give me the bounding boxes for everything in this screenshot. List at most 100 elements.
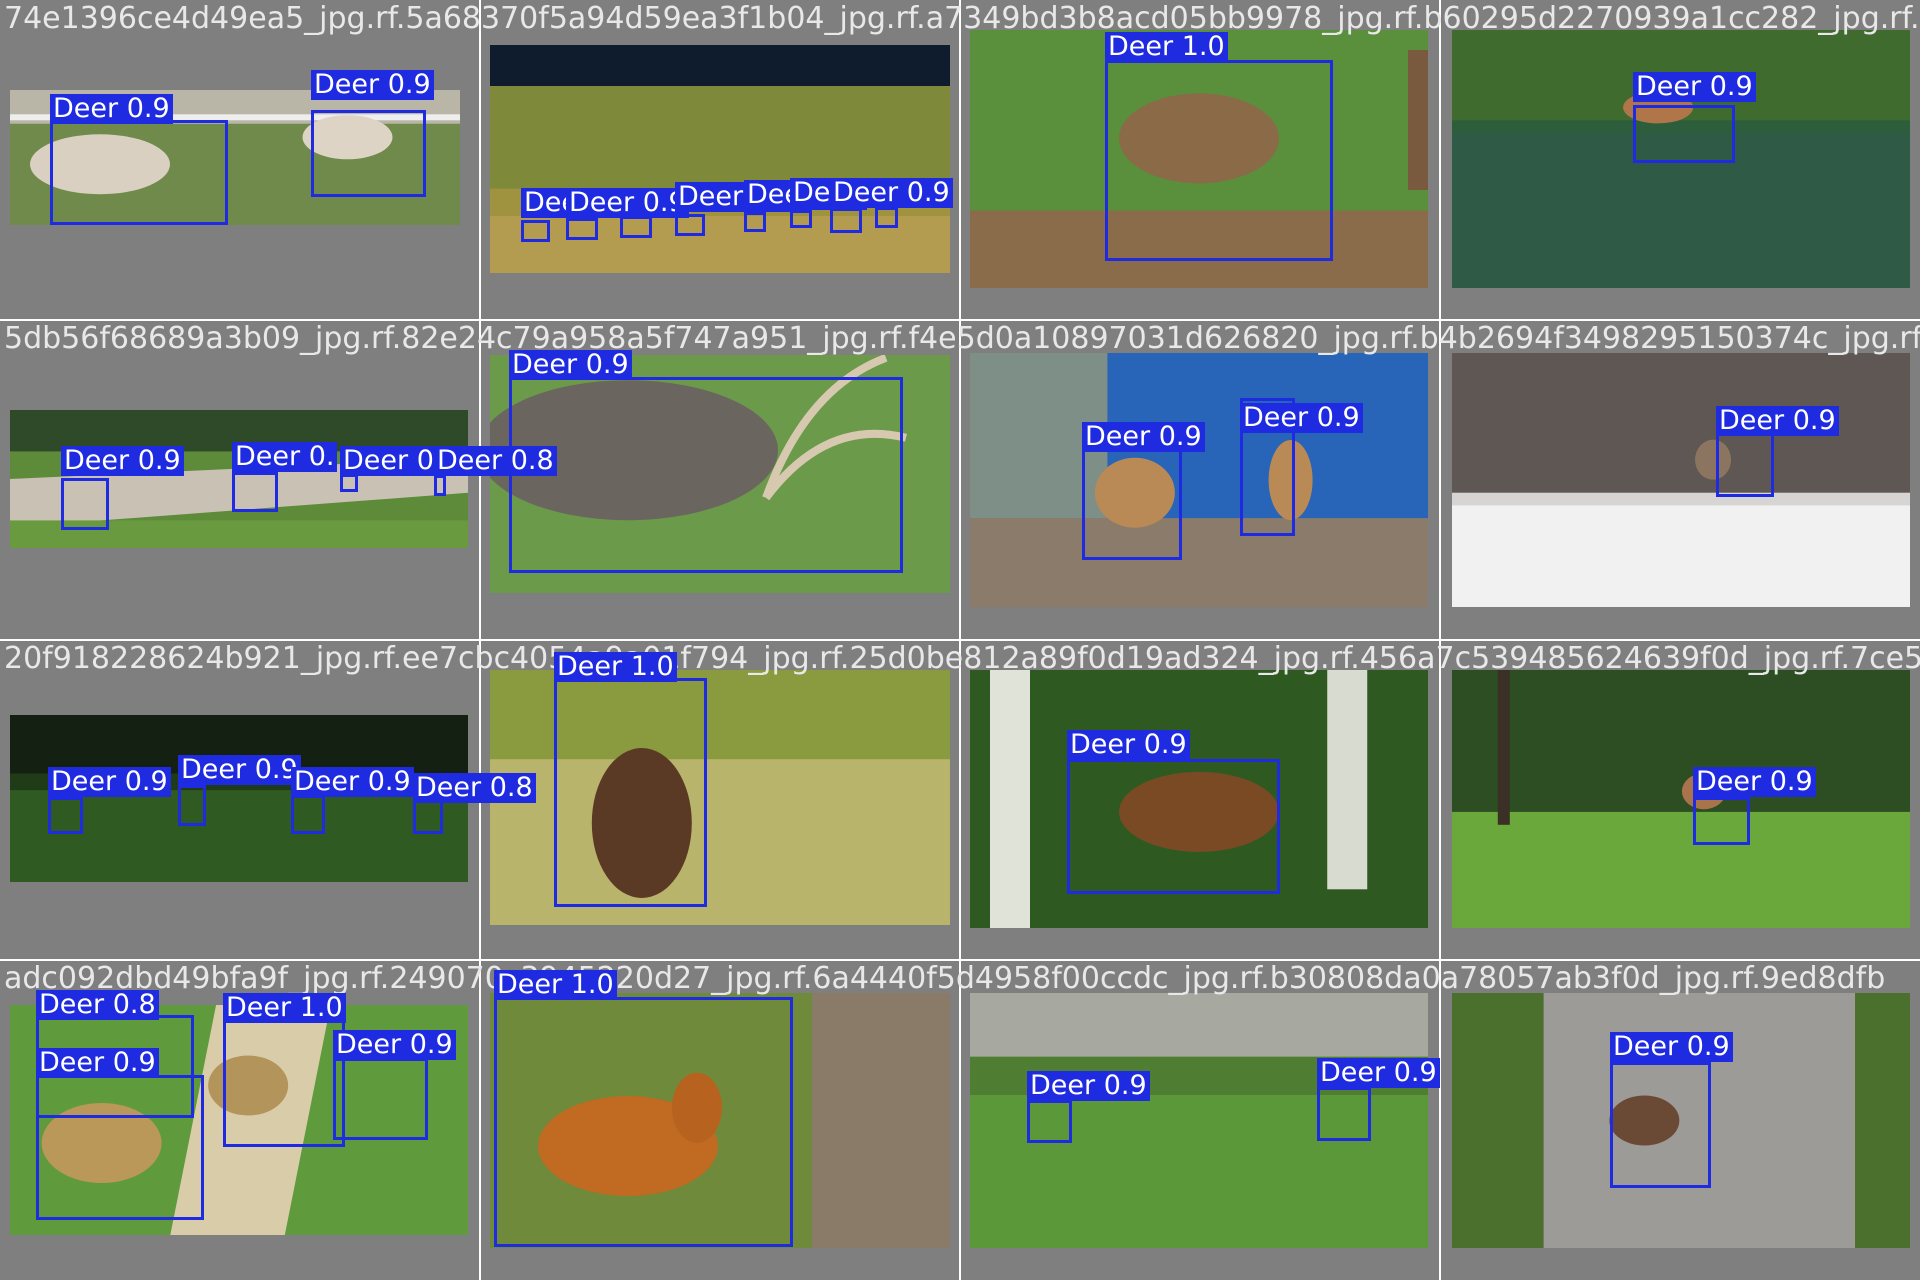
bounding-box xyxy=(790,210,812,228)
confidence-score: 0.9 xyxy=(1686,1031,1730,1062)
scene-photo xyxy=(970,670,1428,928)
detection-label: Deer 0.9 xyxy=(1082,422,1205,452)
bounding-box xyxy=(566,218,598,240)
detection-label: Deer 0.9 xyxy=(509,350,632,380)
filename-label: adc092dbd49bfa9f_jpg.rf.249070c3945220d2… xyxy=(4,961,1886,996)
class-name: Deer xyxy=(1613,1031,1679,1062)
bounding-box xyxy=(36,1075,204,1220)
bounding-box xyxy=(413,800,443,834)
class-name: Deer xyxy=(497,969,563,1000)
confidence-score: 0.9 xyxy=(126,93,170,124)
confidence-score: 0.9 xyxy=(409,1029,453,1060)
bounding-box xyxy=(830,208,862,233)
bounding-box xyxy=(61,478,109,530)
class-name: Deer xyxy=(833,177,899,208)
detection-label: Deer 0.9 xyxy=(1067,730,1190,760)
bounding-box xyxy=(434,475,446,496)
detection-label: Deer 0.8 xyxy=(36,990,159,1020)
class-name: Deer xyxy=(1070,729,1136,760)
detection-label: Deer 0.9 xyxy=(291,767,414,797)
confidence-score: 0.9 xyxy=(1158,421,1202,452)
class-name: Deer xyxy=(294,766,360,797)
scene-photo xyxy=(970,30,1428,288)
detection-label: Deer 0.9 xyxy=(1317,1058,1440,1088)
confidence-score: 0.9 xyxy=(254,754,298,785)
bounding-box xyxy=(494,997,793,1247)
bounding-box xyxy=(1240,398,1295,536)
filename-label: 74e1396ce4d49ea5_jpg.rf.5a68370f5a94d59e… xyxy=(4,1,1920,36)
scene-photo xyxy=(1452,353,1910,607)
class-name: Deer xyxy=(1030,1070,1096,1101)
detection-label: Deer 0.9 xyxy=(1716,406,1839,436)
detection-label: Deer 0.9 xyxy=(1633,72,1756,102)
class-name: Deer xyxy=(343,445,409,476)
confidence-score: 0.9 xyxy=(387,69,431,100)
class-name: Deer xyxy=(64,445,130,476)
confidence-score: 1.0 xyxy=(1181,31,1225,62)
bounding-box xyxy=(223,1015,345,1147)
confidence-score: 0.9 xyxy=(124,766,168,797)
scene-photo xyxy=(490,355,950,593)
scene-photo xyxy=(970,353,1428,607)
scene-photo xyxy=(1452,670,1910,928)
bounding-box xyxy=(554,678,707,907)
class-name: Deer xyxy=(39,1047,105,1078)
class-name: Deer xyxy=(569,187,635,218)
bounding-box xyxy=(291,795,325,834)
bounding-box xyxy=(675,214,705,236)
class-name: Deer xyxy=(51,766,117,797)
scene-photo xyxy=(490,670,950,925)
bounding-box xyxy=(178,785,206,826)
filename-label: 5db56f68689a3b09_jpg.rf.82e24c79a958a5f7… xyxy=(4,321,1920,356)
detection-label: Deer 0.9 xyxy=(36,1048,159,1078)
class-name: Deer xyxy=(235,441,301,472)
filename-label: 20f918228624b921_jpg.rf.ee7cbc4054a9a01f… xyxy=(4,641,1920,676)
detection-label: Deer 0.9 xyxy=(50,94,173,124)
detection-label: Deer 0.9 xyxy=(61,446,184,476)
bounding-box xyxy=(311,110,426,197)
class-name: Deer xyxy=(314,69,380,100)
bounding-box xyxy=(1067,759,1280,894)
class-name: Deer xyxy=(437,445,503,476)
bounding-box xyxy=(1610,1062,1711,1188)
detection-label: Deer 1.0 xyxy=(554,652,677,682)
detection-label: Deer 0.9 xyxy=(48,767,171,797)
confidence-score: 0.9 xyxy=(1143,729,1187,760)
class-name: Deer xyxy=(512,349,578,380)
confidence-score: 1.0 xyxy=(299,992,343,1023)
confidence-score: 0.9 xyxy=(1792,405,1836,436)
class-name: Deer xyxy=(1719,405,1785,436)
confidence-score: 0.9 xyxy=(1103,1070,1147,1101)
detection-label: Deer 0.9 xyxy=(178,755,301,785)
class-name: Deer xyxy=(557,651,623,682)
bounding-box xyxy=(1027,1100,1072,1143)
class-name: Deer xyxy=(1696,766,1762,797)
class-name: Deer xyxy=(1243,402,1309,433)
confidence-score: 0.8 xyxy=(489,772,533,803)
confidence-score: 0.9 xyxy=(112,1047,156,1078)
confidence-score: 0. xyxy=(308,441,335,472)
class-name: Deer xyxy=(416,772,482,803)
class-name: Deer xyxy=(1320,1057,1386,1088)
bounding-box xyxy=(1716,432,1774,497)
scene-photo xyxy=(1452,30,1910,288)
confidence-score: 0.9 xyxy=(1393,1057,1437,1088)
bounding-box xyxy=(1105,60,1333,261)
detection-label: Deer 0.8 xyxy=(413,773,536,803)
confidence-score: 1.0 xyxy=(570,969,614,1000)
confidence-score: 0.9 xyxy=(367,766,411,797)
bounding-box xyxy=(509,377,903,573)
detection-label: Deer 1.0 xyxy=(1105,32,1228,62)
bounding-box xyxy=(333,1058,428,1140)
bounding-box xyxy=(521,220,550,242)
bounding-box xyxy=(48,797,83,834)
scene-photo xyxy=(490,993,950,1248)
bounding-box xyxy=(1317,1087,1371,1141)
confidence-score: 0.9 xyxy=(906,177,950,208)
detection-label: Deer 0.9 xyxy=(1027,1071,1150,1101)
grid-divider xyxy=(1439,0,1441,1280)
class-name: Deer xyxy=(678,181,744,212)
bounding-box xyxy=(875,207,898,228)
detection-label: Deer 0.9 xyxy=(830,178,953,208)
class-name: Deer xyxy=(181,754,247,785)
